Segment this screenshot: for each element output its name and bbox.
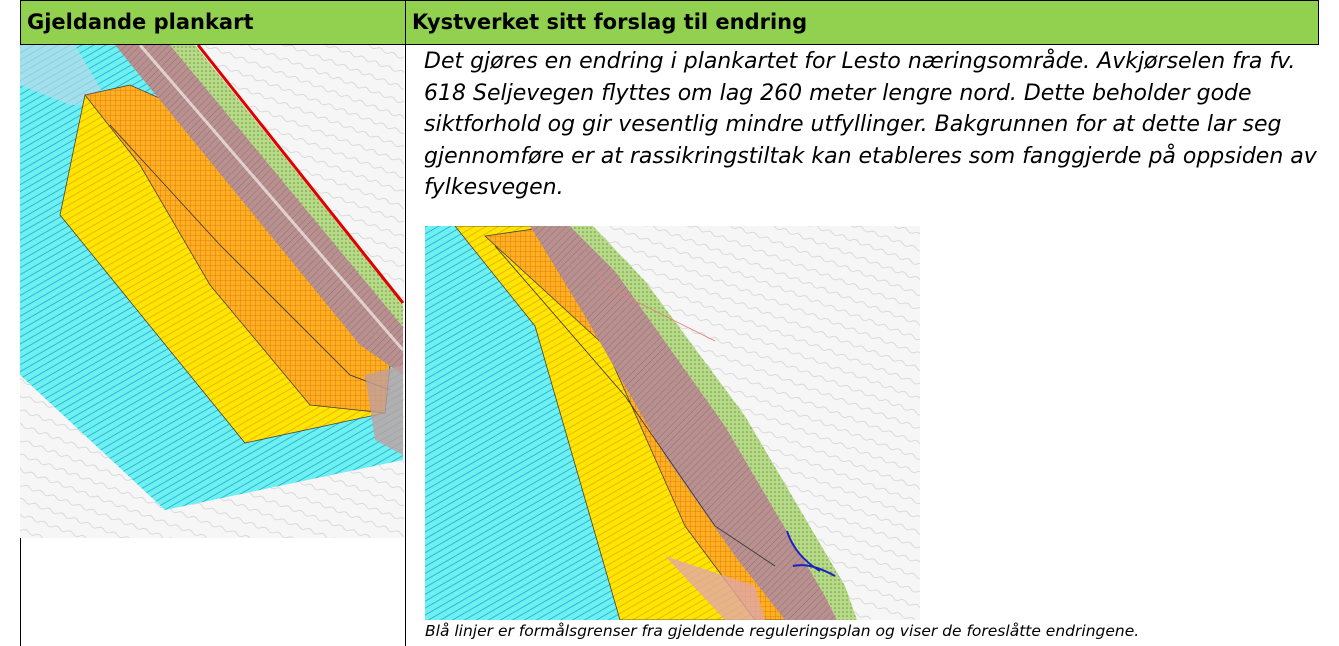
cell-border [405, 44, 406, 646]
description: Det gjøres en endring i plankartet for L… [424, 46, 1324, 204]
page: Gjeldande plankart Kystverket sitt forsl… [0, 0, 1339, 646]
current-plan-map [20, 45, 404, 538]
caption: Blå linjer er formålsgrenser fra gjelden… [425, 622, 1139, 640]
header-cell: Kystverket sitt forslag til endring [405, 0, 1319, 45]
header-cell: Gjeldande plankart [20, 0, 406, 45]
proposed-plan-map [425, 226, 920, 620]
